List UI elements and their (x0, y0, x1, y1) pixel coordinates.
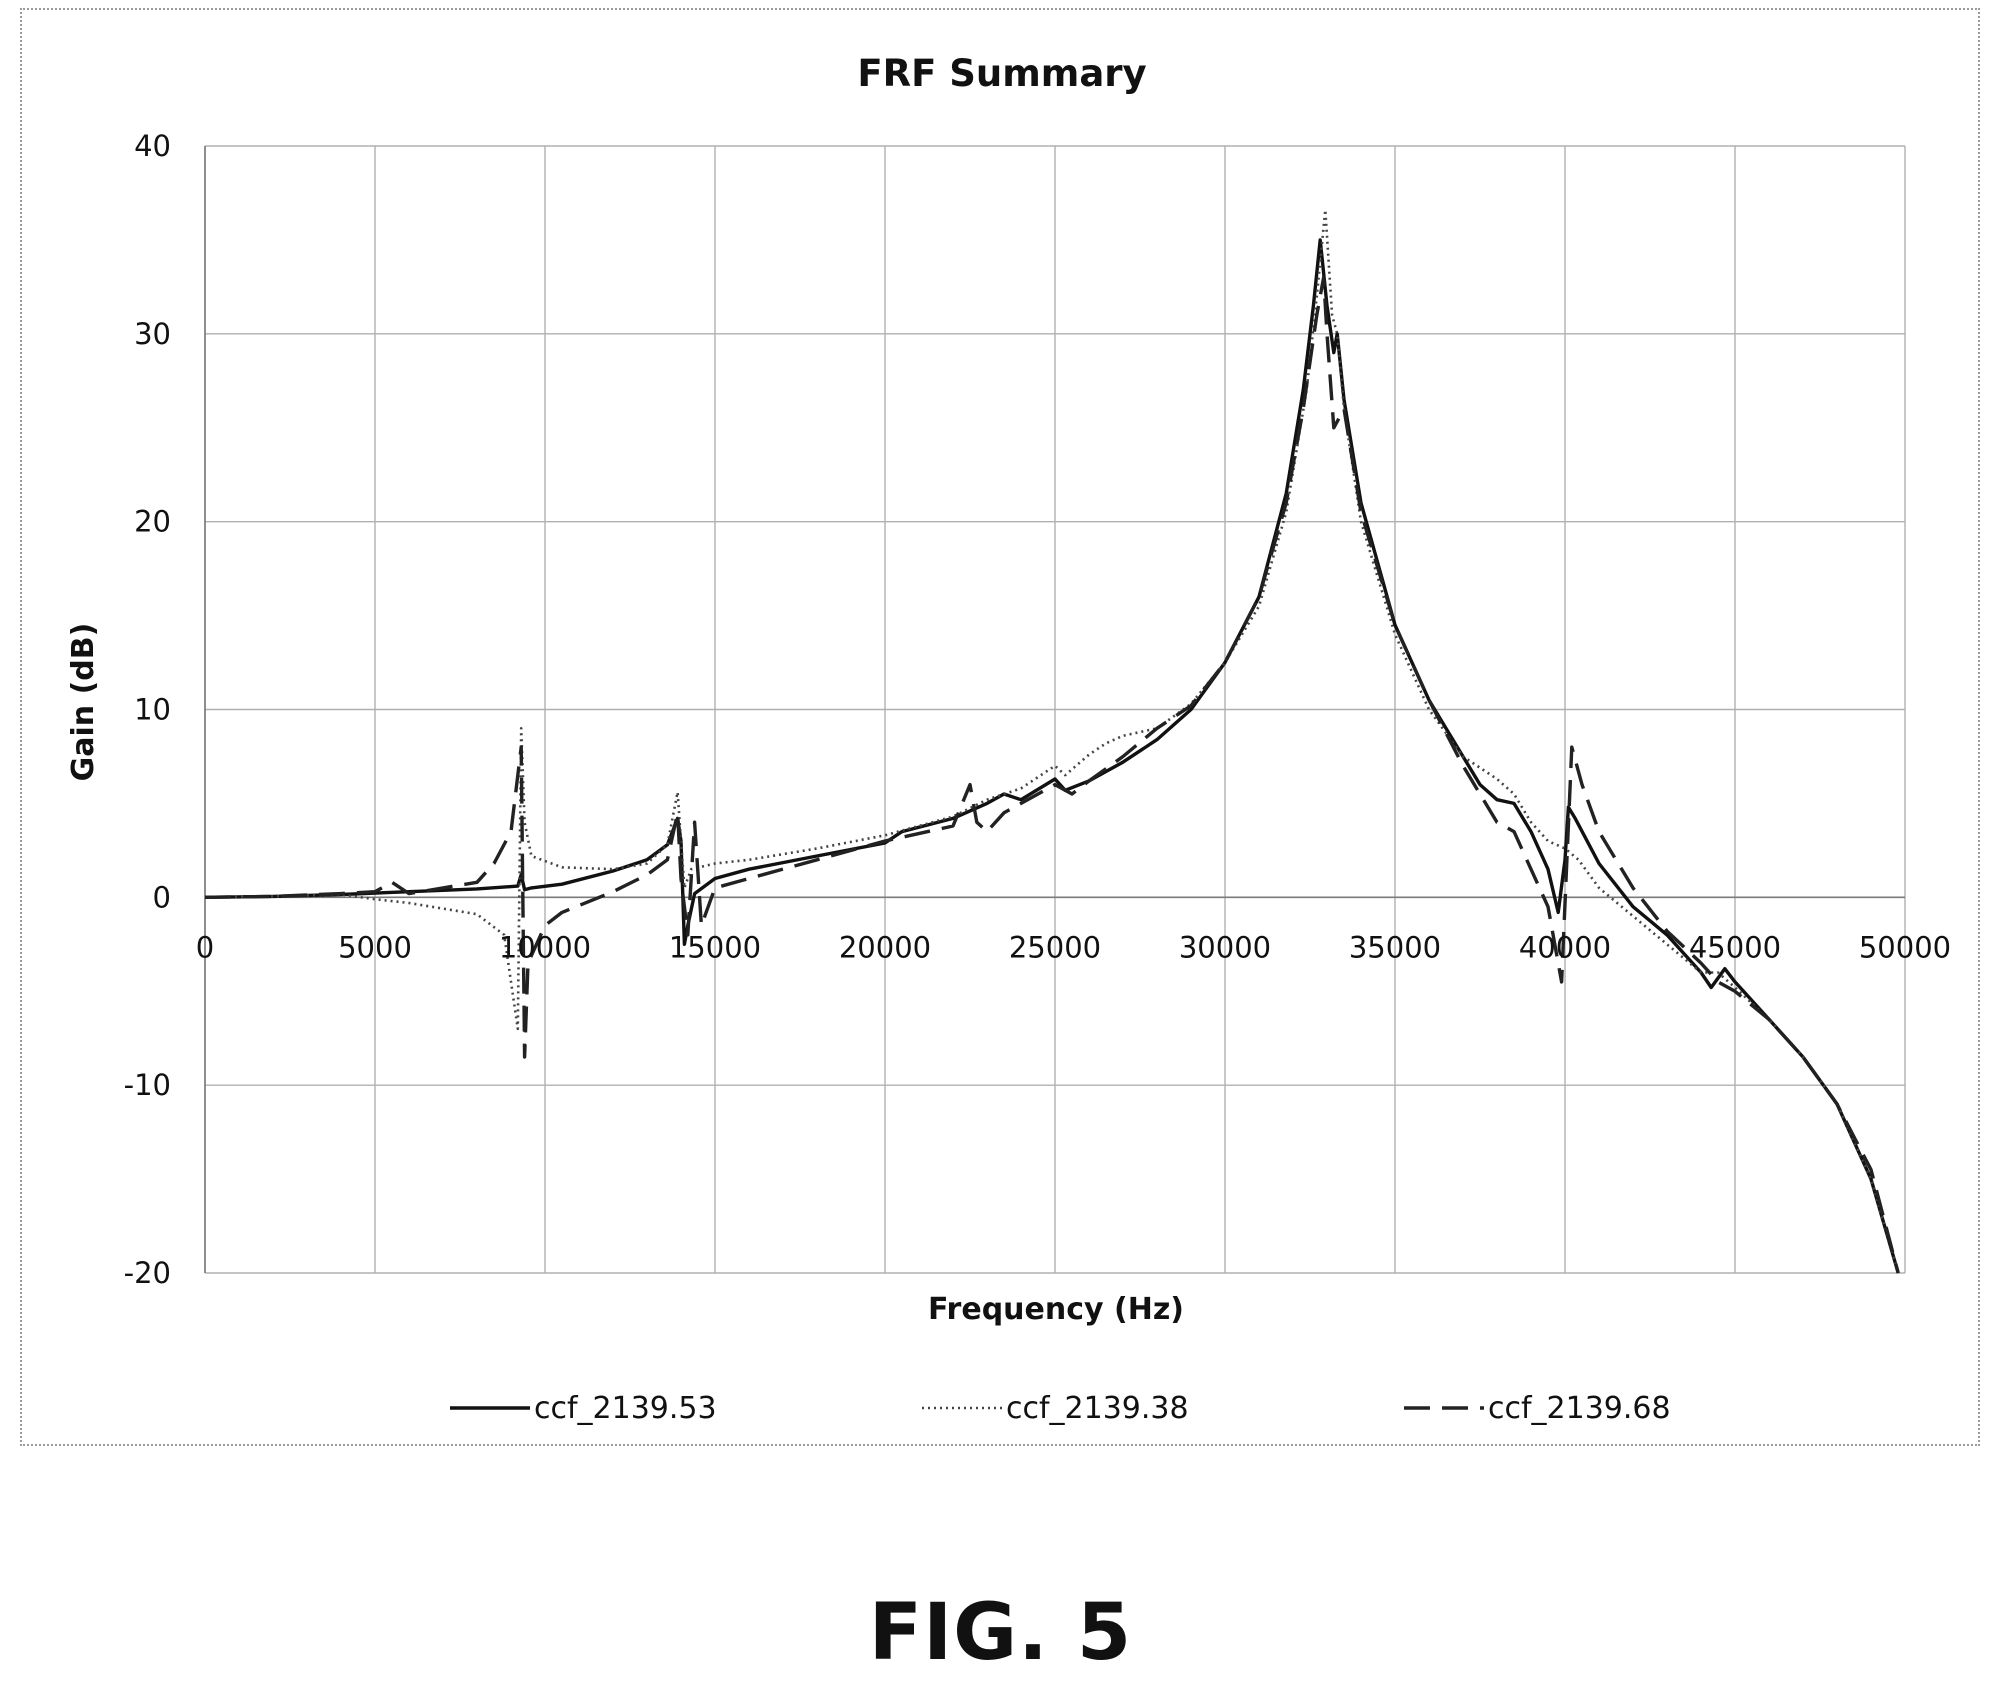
chart-title: FRF Summary (857, 52, 1146, 95)
y-tick-label: -10 (124, 1068, 171, 1102)
figure-caption: FIG. 5 (868, 1588, 1133, 1678)
y-axis-label: Gain (dB) (66, 623, 101, 782)
chart-frame (20, 8, 1980, 1446)
legend-label: ccf_2139.38 (1006, 1391, 1189, 1426)
x-tick-label: 30000 (1179, 930, 1271, 964)
series-line-dashed (204, 275, 1900, 1274)
y-tick-label: 0 (153, 880, 171, 914)
x-axis-label: Frequency (Hz) (928, 1292, 1184, 1327)
x-tick-label: 25000 (1009, 930, 1101, 964)
series-line-solid (204, 238, 1900, 1274)
x-tick-label: 20000 (839, 930, 931, 964)
grid (204, 145, 1906, 1274)
x-tick-label: 5000 (338, 930, 412, 964)
y-tick-label: 10 (134, 693, 171, 727)
legend: ccf_2139.53 ccf_2139.38 ccf_2139.68 (450, 1391, 1671, 1426)
x-tick-label: 15000 (669, 930, 761, 964)
y-tick-label: 30 (134, 317, 171, 351)
x-tick-label: 50000 (1859, 930, 1951, 964)
series-line-dotted (204, 208, 1900, 1274)
x-tick-label: 45000 (1689, 930, 1781, 964)
y-tick-label: -20 (124, 1256, 171, 1290)
legend-label: ccf_2139.53 (534, 1391, 717, 1426)
series-lines (204, 208, 1900, 1274)
x-tick-label: 35000 (1349, 930, 1441, 964)
tick-labels: 0 5000 10000 15000 20000 25000 30000 35000 40000… (124, 129, 1952, 1290)
x-tick-label: 0 (196, 930, 214, 964)
y-tick-label: 20 (134, 505, 171, 539)
y-tick-label: 40 (134, 129, 171, 163)
x-tick-label: 40000 (1519, 930, 1611, 964)
legend-label: ccf_2139.68 (1488, 1391, 1671, 1426)
x-tick-label: 10000 (499, 930, 591, 964)
